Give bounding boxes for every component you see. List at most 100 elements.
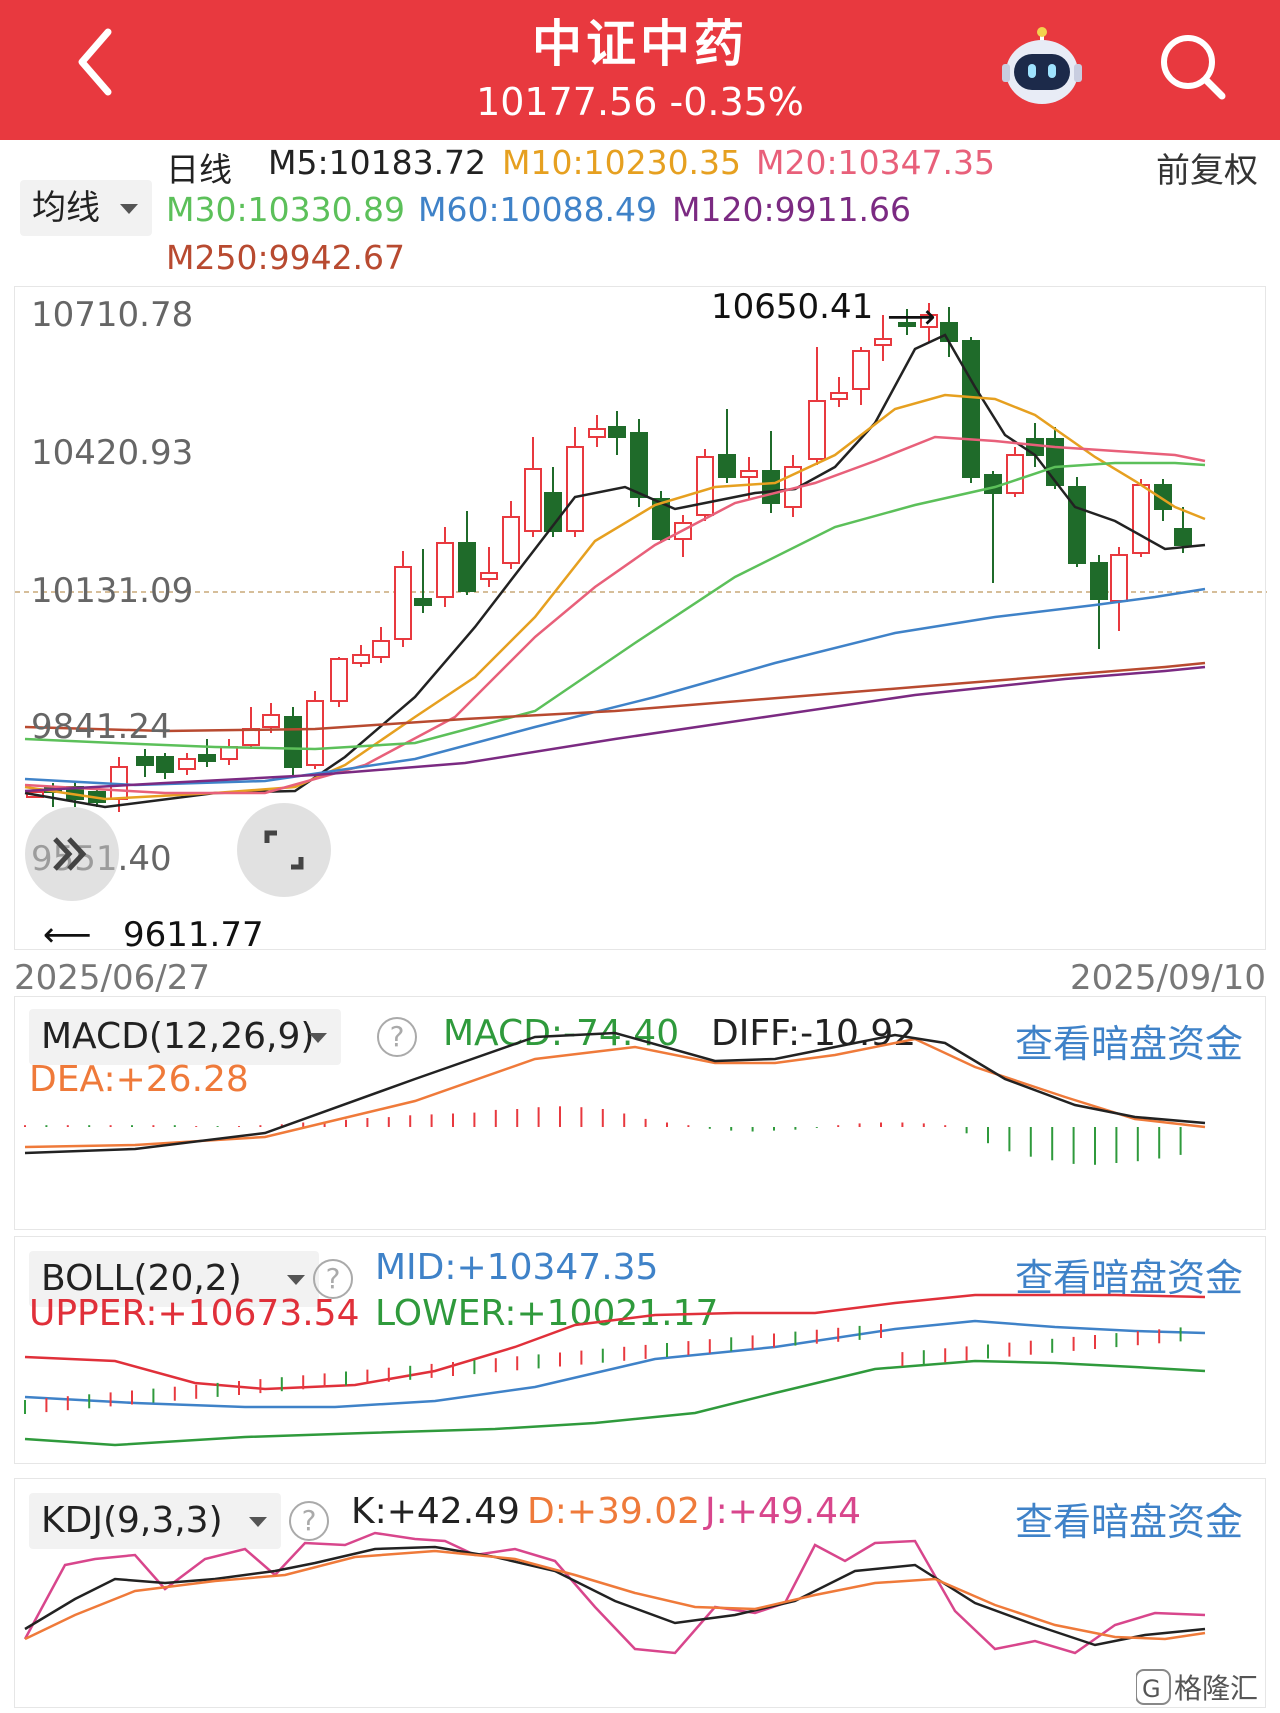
- boll-mid-value: MID:+10347.35: [375, 1247, 659, 1288]
- candle-body: [372, 640, 390, 658]
- diff-line: [24, 1031, 1206, 1155]
- candle-body: [874, 338, 892, 346]
- boll-svg: [24, 1293, 1206, 1447]
- y-axis-label: 10710.78: [31, 295, 194, 335]
- candle-body: [1110, 554, 1128, 602]
- kdj-j-value: J:+49.44: [705, 1491, 861, 1532]
- kdj-dark-fund-link[interactable]: 查看暗盘资金: [1014, 1500, 1243, 1544]
- boll-lower-line: [24, 1359, 1206, 1447]
- kdj-dropdown[interactable]: KDJ(9,3,3): [29, 1493, 281, 1549]
- candle-body: [808, 400, 826, 460]
- left-arrow-icon: ⟵: [43, 915, 92, 955]
- candle-body: [984, 474, 1002, 494]
- macd-help-icon[interactable]: ?: [377, 1017, 417, 1057]
- low-price-label: 9611.77: [123, 915, 264, 955]
- candle-body: [480, 572, 498, 580]
- ma250-line: [24, 661, 1206, 733]
- ma250-value: M250:9942.67: [166, 238, 406, 277]
- candle-body: [718, 454, 736, 478]
- boll-mid-line: [24, 1319, 1206, 1409]
- macd-svg: [24, 1031, 1206, 1165]
- candle-body: [414, 598, 432, 606]
- candle-body: [330, 658, 348, 702]
- right-arrow-icon: ⟶: [887, 297, 936, 337]
- candle-body: [436, 542, 454, 598]
- candle-body: [220, 746, 238, 760]
- candle-body: [762, 470, 780, 504]
- candle-body: [394, 566, 412, 640]
- chevron-down-icon: [309, 1033, 327, 1043]
- candle-body: [588, 428, 606, 438]
- boll-dark-fund-link[interactable]: 查看暗盘资金: [1014, 1256, 1243, 1300]
- d-line: [24, 1549, 1206, 1641]
- watermark-text: 格隆汇: [1174, 1672, 1258, 1705]
- kdj-d-value: D:+39.02: [527, 1491, 701, 1532]
- price-change: -0.35%: [669, 80, 804, 124]
- end-date-label: 2025/09/10: [1070, 958, 1266, 998]
- candle-body: [920, 314, 938, 328]
- y-axis-label: 10131.09: [31, 571, 194, 611]
- boll-help-icon[interactable]: ?: [313, 1259, 353, 1299]
- boll-lower-value: LOWER:+10021.17: [375, 1293, 719, 1334]
- back-arrow-icon[interactable]: [62, 22, 142, 102]
- collapse-icon[interactable]: [237, 803, 331, 897]
- macd-dark-fund-link[interactable]: 查看暗盘资金: [1014, 1022, 1243, 1066]
- candle-body: [156, 756, 174, 773]
- candle-body: [284, 716, 302, 768]
- search-icon[interactable]: [1152, 26, 1232, 106]
- ma30-value: M30:10330.89: [166, 190, 406, 229]
- candle-body: [1174, 528, 1192, 546]
- kdj-dropdown-label: KDJ(9,3,3): [41, 1500, 223, 1541]
- candle-body: [898, 322, 916, 327]
- candle-body: [696, 456, 714, 516]
- candle-body: [962, 340, 980, 478]
- candle-body: [608, 426, 626, 438]
- robot-icon[interactable]: [1000, 26, 1084, 110]
- candle-body: [1132, 484, 1150, 554]
- candlestick-chart[interactable]: 10710.78 10420.93 10131.09 9841.24 9551.…: [14, 286, 1267, 955]
- kdj-help-icon[interactable]: ?: [289, 1501, 329, 1541]
- expand-icon[interactable]: [25, 807, 119, 901]
- price-line: 10177.56 -0.35%: [0, 80, 1280, 124]
- candle-body: [1090, 562, 1108, 600]
- ma5-value: M5:10183.72: [268, 143, 487, 182]
- candle-body: [566, 446, 584, 532]
- ma-dropdown[interactable]: 均线: [20, 180, 152, 236]
- kdj-panel: KDJ(9,3,3) ? K:+42.49 D:+39.02 J:+49.44 …: [14, 1478, 1266, 1708]
- candle-body: [306, 700, 324, 766]
- kdj-svg: [23, 1531, 1206, 1655]
- high-price-label: 10650.41: [711, 287, 874, 327]
- ma-dropdown-label: 均线: [32, 188, 100, 228]
- candle-body: [352, 654, 370, 664]
- macd-dropdown-label: MACD(12,26,9): [41, 1016, 315, 1057]
- macd-dropdown[interactable]: MACD(12,26,9): [29, 1009, 341, 1065]
- ma120-value: M120:9911.66: [672, 190, 912, 229]
- candle-body: [630, 432, 648, 498]
- candlestick-svg: [15, 303, 1267, 812]
- svg-text:G: G: [1142, 1675, 1161, 1703]
- header-bar: 中证中药 10177.56 -0.35%: [0, 0, 1280, 140]
- dea-value: DEA:+26.28: [29, 1059, 249, 1100]
- current-price: 10177.56: [476, 80, 658, 124]
- candle-body: [1046, 438, 1064, 486]
- start-date-label: 2025/06/27: [14, 958, 210, 998]
- boll-dropdown[interactable]: BOLL(20,2): [29, 1251, 319, 1307]
- candle-body: [198, 754, 216, 762]
- ma60-line: [24, 587, 1206, 787]
- candle-body: [502, 516, 520, 564]
- candle-body: [262, 714, 280, 728]
- ma20-value: M20:10347.35: [756, 143, 996, 182]
- y-axis-label: 10420.93: [31, 433, 194, 473]
- boll-upper-value: UPPER:+10673.54: [29, 1293, 360, 1334]
- diff-value: DIFF:-10.92: [711, 1013, 917, 1054]
- candle-body: [652, 498, 670, 540]
- watermark-logo: G 格隆汇: [1135, 1666, 1272, 1710]
- j-line: [23, 1531, 1206, 1655]
- y-axis-label: 9841.24: [31, 707, 172, 747]
- candle-body: [940, 322, 958, 342]
- candle-body: [178, 758, 196, 770]
- adjust-mode-button[interactable]: 前复权: [1156, 151, 1258, 191]
- boll-upper-line: [24, 1293, 1206, 1391]
- candle-body: [458, 542, 476, 592]
- ma120-line: [24, 665, 1206, 793]
